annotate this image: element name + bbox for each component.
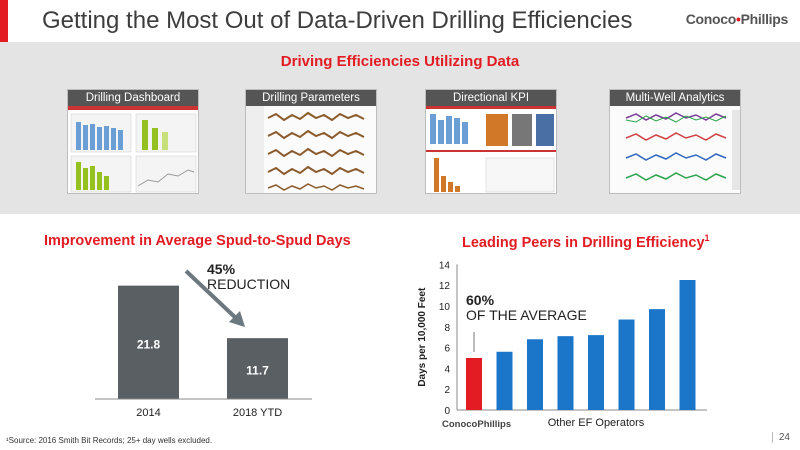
peer-y-tick-label: 4: [444, 364, 450, 375]
footnote: ¹Source: 2016 Smith Bit Records; 25+ day…: [6, 436, 213, 445]
reduction-percent: 45%: [207, 261, 236, 277]
thumbnail-directional-kpi: Directional KPI: [425, 89, 557, 194]
logo-mark: •: [736, 11, 741, 27]
peer-y-axis-label: Days per 10,000 Feet: [417, 287, 428, 387]
spud-bar-value-label: 21.8: [137, 337, 161, 351]
peer-section-title-text: Leading Peers in Drilling Efficiency: [462, 234, 705, 251]
parameters-screenshot-image: [246, 106, 376, 193]
spud-category-label: 2014: [136, 407, 160, 419]
peer-y-tick-label: 10: [439, 302, 451, 313]
kpi-screenshot-image: [426, 106, 556, 193]
spud-section-title: Improvement in Average Spud-to-Spud Days: [44, 233, 351, 249]
peer-y-tick-label: 2: [444, 385, 450, 396]
peer-bar: [618, 319, 635, 410]
peer-annotation-percent: 60%: [466, 292, 495, 308]
peer-x-label-others: Other EF Operators: [548, 417, 645, 429]
peer-bar: [527, 339, 543, 410]
band-title: Driving Efficiencies Utilizing Data: [280, 53, 520, 70]
thumbnail-label: Multi-Well Analytics: [610, 90, 740, 106]
peer-bar: [649, 309, 665, 410]
company-logo: Conoco•Phillips: [685, 11, 789, 27]
reduction-arrow-shaft: [184, 269, 240, 322]
thumbnail-label: Drilling Dashboard: [68, 90, 198, 106]
spud-days-chart: 21.8 2014 11.7 2018 YTD 45%REDUCTION: [95, 261, 312, 419]
peer-bar: [496, 351, 513, 410]
thumbnail-label: Drilling Parameters: [246, 90, 376, 106]
title-accent: [0, 0, 8, 42]
spud-bar: [227, 338, 288, 399]
peer-bar: [588, 335, 604, 410]
reduction-text: REDUCTION: [207, 276, 290, 292]
peer-y-tick-label: 14: [439, 260, 451, 271]
thumbnail-multi-well-analytics: Multi-Well Analytics: [609, 89, 741, 194]
peer-x-label-conocophillips: ConocoPhillips: [442, 419, 511, 430]
page-title: Getting the Most Out of Data-Driven Dril…: [42, 7, 633, 34]
analytics-screenshot-image: [610, 106, 740, 193]
thumbnail-label: Directional KPI: [426, 90, 556, 106]
peer-section-title: Leading Peers in Drilling Efficiency1: [462, 233, 710, 251]
peer-y-tick-label: 0: [444, 406, 450, 417]
logo-prefix: Conoco: [685, 11, 737, 27]
title-bar: Getting the Most Out of Data-Driven Dril…: [0, 0, 800, 42]
peer-bar: [679, 280, 696, 410]
peer-y-tick-label: 6: [444, 344, 450, 355]
logo-suffix: Phillips: [740, 11, 789, 27]
peer-efficiency-chart: 0 2 4 6 8 10 12 14 Days per 10,000 Feet 60%OF THE…: [417, 260, 707, 430]
peer-bar: [557, 336, 574, 410]
peer-y-tick-label: 8: [444, 323, 450, 334]
reduction-arrow-head: [229, 311, 245, 327]
footnote-mark: 1: [704, 233, 710, 243]
page-number: 24: [771, 432, 790, 443]
thumbnail-drilling-parameters: Drilling Parameters: [245, 89, 377, 194]
spud-category-label: 2018 YTD: [233, 407, 282, 419]
spud-bar-value-label: 11.7: [246, 364, 269, 378]
peer-y-tick-label: 12: [439, 281, 451, 292]
peer-bar-conocophillips: [466, 358, 482, 410]
thumbnail-drilling-dashboard: Drilling Dashboard: [67, 89, 199, 194]
spud-bar: [118, 285, 179, 399]
peer-annotation-text: OF THE AVERAGE: [466, 307, 587, 323]
dashboard-screenshot-image: [68, 106, 198, 193]
